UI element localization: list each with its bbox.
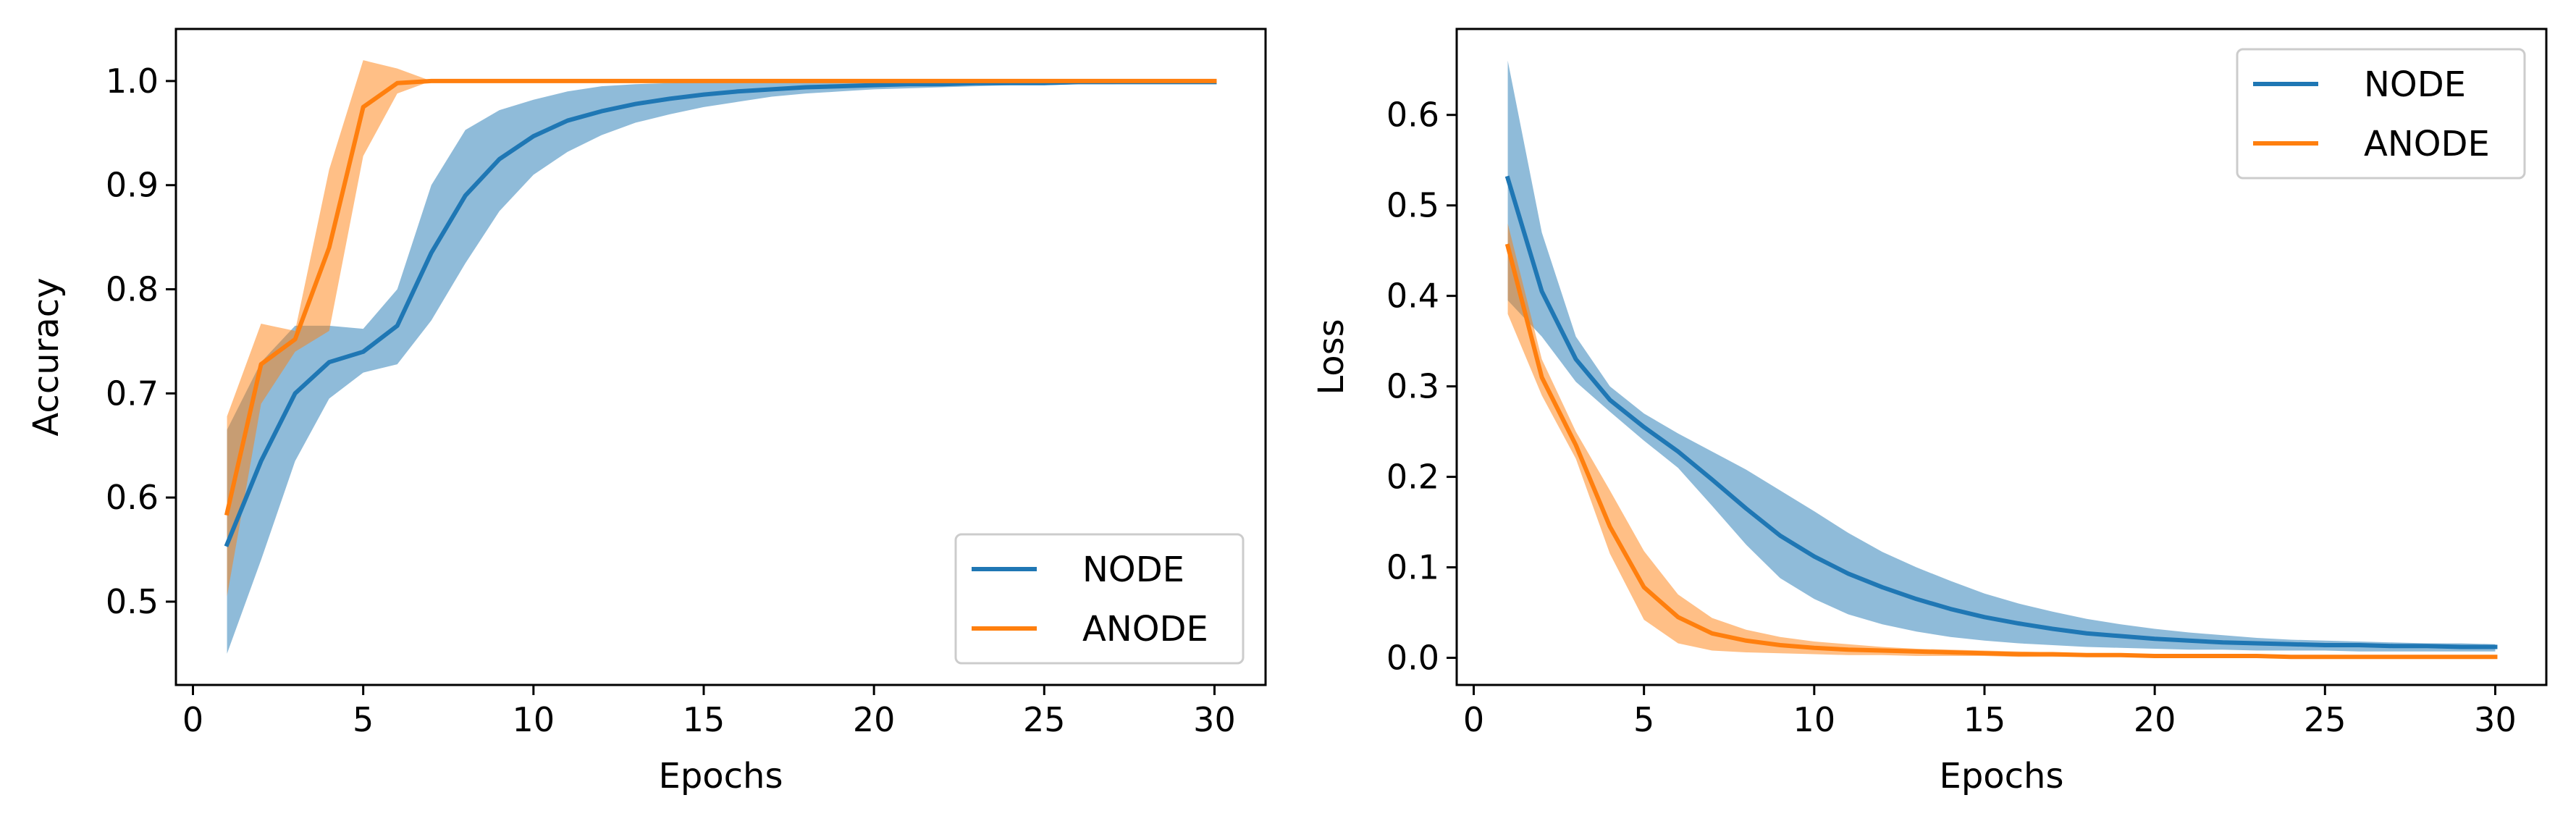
- x-tick-label: 15: [683, 700, 725, 739]
- y-tick-label: 1.0: [106, 62, 159, 101]
- y-tick-label: 0.4: [1386, 277, 1439, 316]
- x-tick-label: 30: [2474, 700, 2517, 739]
- y-tick-label: 0.3: [1386, 367, 1439, 406]
- legend: NODE ANODE: [2236, 48, 2526, 180]
- plot-area: [224, 60, 1217, 654]
- plot-area: [1504, 60, 2498, 660]
- x-axis-label: Epochs: [1940, 756, 2064, 796]
- y-tick-label: 0.9: [106, 166, 159, 205]
- series-band-node: [1507, 60, 2496, 652]
- x-tick-label: 10: [513, 700, 555, 739]
- series-line-node: [224, 80, 1217, 547]
- y-tick-label: 0.1: [1386, 548, 1439, 587]
- axes-frame: [1455, 28, 2548, 686]
- y-axis-label: Accuracy: [26, 277, 67, 436]
- legend: NODE ANODE: [954, 533, 1245, 665]
- series-line-node: [1504, 175, 2498, 649]
- loss-panel: 0 5 10 15 20 25 30 0.0 0.1 0.2 0.3 0.4 0.5 0.6 Epochs L…: [1311, 28, 2548, 796]
- y-tick-label: 0.6: [1386, 96, 1439, 135]
- x-tick-label: 30: [1193, 700, 1236, 739]
- series-band-node: [227, 80, 1215, 654]
- x-tick-label: 25: [1023, 700, 1066, 739]
- x-tick-label: 5: [353, 700, 374, 739]
- series-line-anode: [1504, 243, 2498, 660]
- accuracy-panel: 0 5 10 15 20 25 30 0.5 0.6 0.7 0.8 0.9 1.0 Epochs Accu…: [26, 28, 1267, 796]
- x-tick-label: 10: [1793, 700, 1836, 739]
- y-tick-label: 0.5: [106, 582, 159, 621]
- x-tick-label: 5: [1633, 700, 1654, 739]
- y-tick-label: 0.7: [106, 374, 159, 413]
- y-tick-label: 0.6: [106, 478, 159, 517]
- legend-label-anode: ANODE: [2364, 124, 2490, 164]
- y-tick-label: 0.0: [1386, 639, 1439, 678]
- y-tick-label: 0.5: [1386, 186, 1439, 225]
- axes-frame: [174, 28, 1267, 686]
- legend-label-anode: ANODE: [1082, 609, 1208, 649]
- series-line-anode: [224, 78, 1217, 516]
- x-tick-label: 0: [182, 700, 203, 739]
- x-axis-label: Epochs: [659, 756, 783, 796]
- legend-box: [954, 533, 1245, 665]
- legend-label-node: NODE: [2364, 64, 2466, 105]
- x-tick-label: 20: [853, 700, 896, 739]
- x-tick-label: 20: [2134, 700, 2176, 739]
- x-tick-label: 25: [2304, 700, 2346, 739]
- y-axis-label: Loss: [1311, 319, 1352, 395]
- x-tick-label: 15: [1963, 700, 2006, 739]
- legend-box: [2236, 48, 2526, 180]
- y-tick-label: 0.8: [106, 270, 159, 309]
- legend-label-node: NODE: [1082, 550, 1184, 590]
- y-tick-label: 0.2: [1386, 458, 1439, 497]
- x-tick-label: 0: [1463, 700, 1484, 739]
